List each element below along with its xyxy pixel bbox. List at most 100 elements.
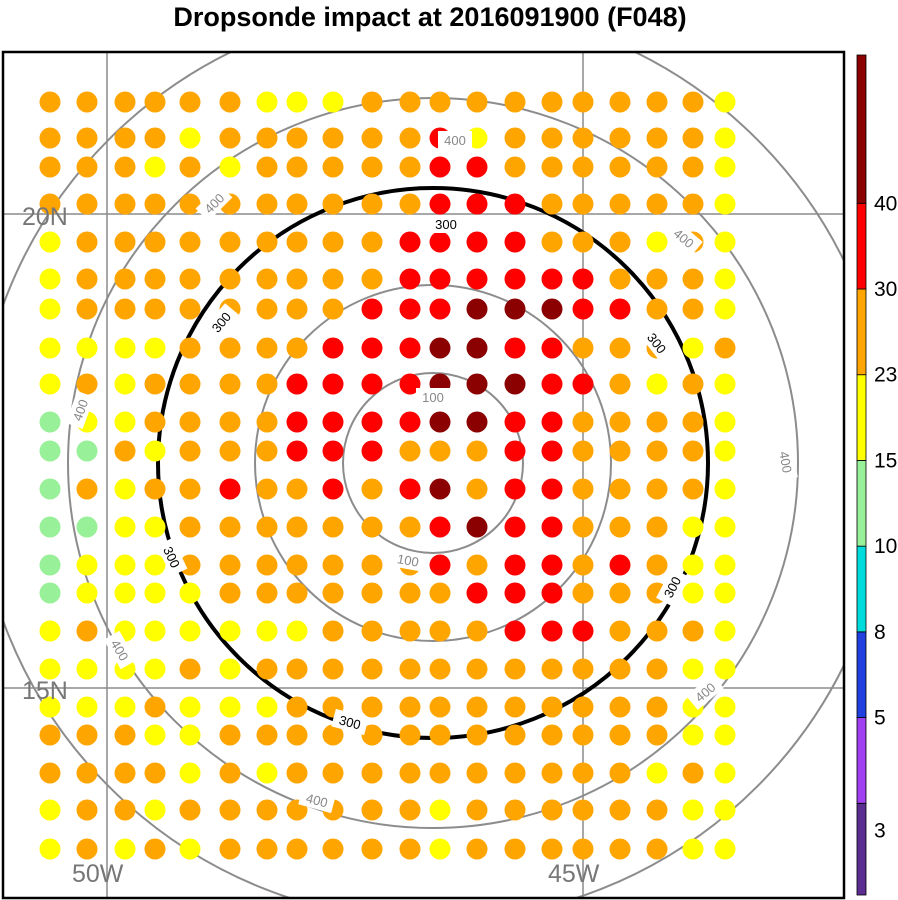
sonde-dot (399, 724, 421, 746)
sonde-dot (256, 373, 278, 395)
sonde-dot (504, 231, 526, 253)
sonde-dot (219, 620, 241, 642)
sonde-dot (466, 762, 488, 784)
sonde-dot (76, 373, 98, 395)
sonde-dot (682, 838, 704, 860)
sonde-dot (219, 516, 241, 538)
sonde-dot (286, 373, 308, 395)
sonde-dot (219, 156, 241, 178)
sonde-dot (682, 724, 704, 746)
sonde-dot (322, 554, 344, 576)
sonde-dot (646, 620, 668, 642)
sonde-dot (466, 696, 488, 718)
sonde-dot (572, 268, 594, 290)
sonde-dot (429, 762, 451, 784)
sonde-dot (541, 696, 563, 718)
sonde-dot (646, 298, 668, 320)
sonde-dot (219, 762, 241, 784)
sonde-dot (144, 838, 166, 860)
sonde-dot (361, 516, 383, 538)
sonde-dot (76, 582, 98, 604)
sonde-dot (322, 91, 344, 113)
ring-label: 400 (65, 390, 95, 430)
map-frame (1, 50, 846, 900)
sonde-dot (114, 696, 136, 718)
ring-label-text: 100 (422, 390, 444, 405)
sonde-dot (646, 799, 668, 821)
sonde-dot (114, 411, 136, 433)
colorbar-bin (856, 288, 867, 376)
sonde-dot (682, 127, 704, 149)
sonde-dot (541, 193, 563, 215)
sonde-dot (76, 440, 98, 462)
sonde-dot (399, 762, 421, 784)
sonde-dot (609, 298, 631, 320)
sonde-dot (361, 724, 383, 746)
sonde-dot (114, 373, 136, 395)
sonde-dot (286, 298, 308, 320)
sonde-dot (322, 127, 344, 149)
sonde-dot (361, 696, 383, 718)
sonde-dot (466, 193, 488, 215)
sonde-dot (144, 620, 166, 642)
sonde-dot (286, 268, 308, 290)
sonde-dot (682, 91, 704, 113)
sonde-dot (286, 620, 308, 642)
sonde-dot (682, 156, 704, 178)
sonde-dot (541, 268, 563, 290)
colorbar-bin (856, 54, 867, 204)
sonde-dot (286, 411, 308, 433)
sonde-dot (682, 554, 704, 576)
sonde-dot (114, 231, 136, 253)
colorbar-bin (856, 374, 867, 461)
sonde-dot (682, 799, 704, 821)
sonde-dot (361, 91, 383, 113)
sonde-dot (682, 411, 704, 433)
range-ring-100 (342, 372, 524, 554)
sonde-dot (256, 193, 278, 215)
sonde-dot (429, 554, 451, 576)
sonde-dot (609, 127, 631, 149)
sonde-dot (144, 156, 166, 178)
sonde-dot (179, 516, 201, 538)
sonde-dot (646, 411, 668, 433)
sonde-dot (714, 554, 736, 576)
sonde-dot (572, 620, 594, 642)
sonde-dot (682, 516, 704, 538)
sonde-dot (682, 658, 704, 680)
sonde-dot (609, 411, 631, 433)
sonde-dot (646, 478, 668, 500)
sonde-dot (76, 478, 98, 500)
sonde-dot (429, 411, 451, 433)
sonde-dot (646, 838, 668, 860)
sonde-dot (76, 516, 98, 538)
sonde-dot (399, 440, 421, 462)
sonde-dot (256, 516, 278, 538)
sonde-dot (429, 658, 451, 680)
sonde-dot (39, 799, 61, 821)
sonde-dot (504, 724, 526, 746)
sonde-dot (466, 268, 488, 290)
sonde-dot (609, 231, 631, 253)
sonde-dot (541, 156, 563, 178)
sonde-dot (219, 231, 241, 253)
ring-label: 300 (656, 567, 688, 607)
sonde-dot (646, 724, 668, 746)
sonde-dot (322, 373, 344, 395)
sonde-dot (572, 478, 594, 500)
sonde-dot (361, 762, 383, 784)
sonde-dot (39, 373, 61, 395)
sonde-dot (572, 337, 594, 359)
sonde-dot (714, 696, 736, 718)
sonde-dot (219, 127, 241, 149)
sonde-dot (572, 411, 594, 433)
sonde-dot (609, 762, 631, 784)
map-title: Dropsonde impact at 2016091900 (F048) (173, 2, 687, 32)
colorbar: 3 5 8 10 15 23 30 40 (856, 54, 897, 896)
sonde-dot (179, 268, 201, 290)
colorbar-tick-label: 8 (874, 621, 886, 644)
sonde-dot (144, 799, 166, 821)
sonde-dot (466, 231, 488, 253)
sonde-dot (76, 298, 98, 320)
sonde-dot (504, 268, 526, 290)
